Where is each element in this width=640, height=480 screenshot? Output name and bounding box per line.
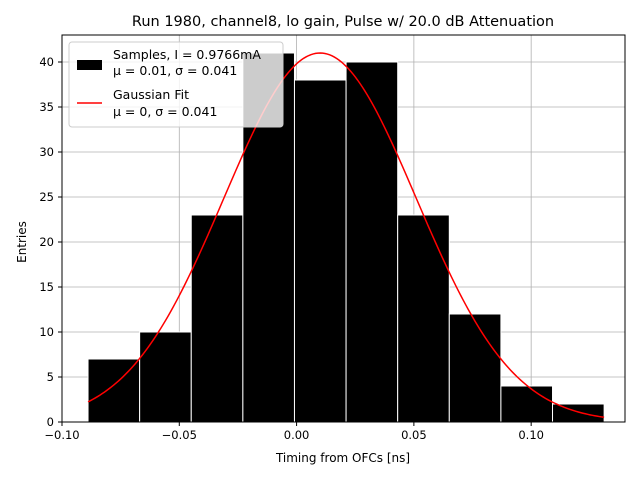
histogram-bar — [448, 313, 502, 423]
legend-label-samples: Samples, I = 0.9766mA — [113, 47, 261, 62]
legend-swatch-samples — [77, 60, 102, 70]
y-tick-label: 5 — [47, 370, 54, 384]
histogram-bar — [139, 331, 192, 423]
y-tick-label: 15 — [39, 280, 54, 294]
x-axis-label: Timing from OFCs [ns] — [275, 451, 410, 465]
x-tick-label: 0.10 — [518, 428, 544, 442]
legend-frame — [68, 41, 284, 128]
histogram-bar — [190, 214, 244, 423]
y-tick-label: 0 — [47, 415, 54, 429]
plot-area: −0.10 −0.05 0.00 0.05 0.10 0 5 10 15 20 25 30 35 40 Sa… — [39, 34, 626, 442]
y-tick-label: 20 — [39, 235, 54, 249]
x-tick-label: 0.05 — [401, 428, 427, 442]
y-tick-label: 25 — [39, 190, 54, 204]
y-tick-label: 10 — [39, 325, 54, 339]
histogram-bar — [500, 385, 554, 423]
y-tick-label: 30 — [39, 145, 54, 159]
gaussian-fit-line — [87, 52, 605, 419]
x-tick-label: −0.10 — [44, 428, 79, 442]
x-tick-label: −0.05 — [162, 428, 197, 442]
histogram-bar — [293, 79, 347, 423]
y-tick-label: 40 — [39, 55, 54, 69]
histogram-bar — [345, 61, 399, 423]
x-tick-label: 0.00 — [284, 428, 310, 442]
histogram-bar — [552, 403, 605, 423]
legend-stats-samples: μ = 0.01, σ = 0.041 — [113, 63, 237, 78]
chart-title: Run 1980, channel8, lo gain, Pulse w/ 20… — [132, 14, 554, 30]
axes-frame — [61, 34, 626, 423]
y-tick-label: 35 — [39, 100, 54, 114]
y-axis-label: Entries — [15, 221, 29, 263]
legend-stats-gaussian-fit: μ = 0, σ = 0.041 — [113, 104, 217, 119]
histogram-bar — [397, 214, 450, 423]
legend-label-gaussian-fit: Gaussian Fit — [113, 87, 189, 102]
